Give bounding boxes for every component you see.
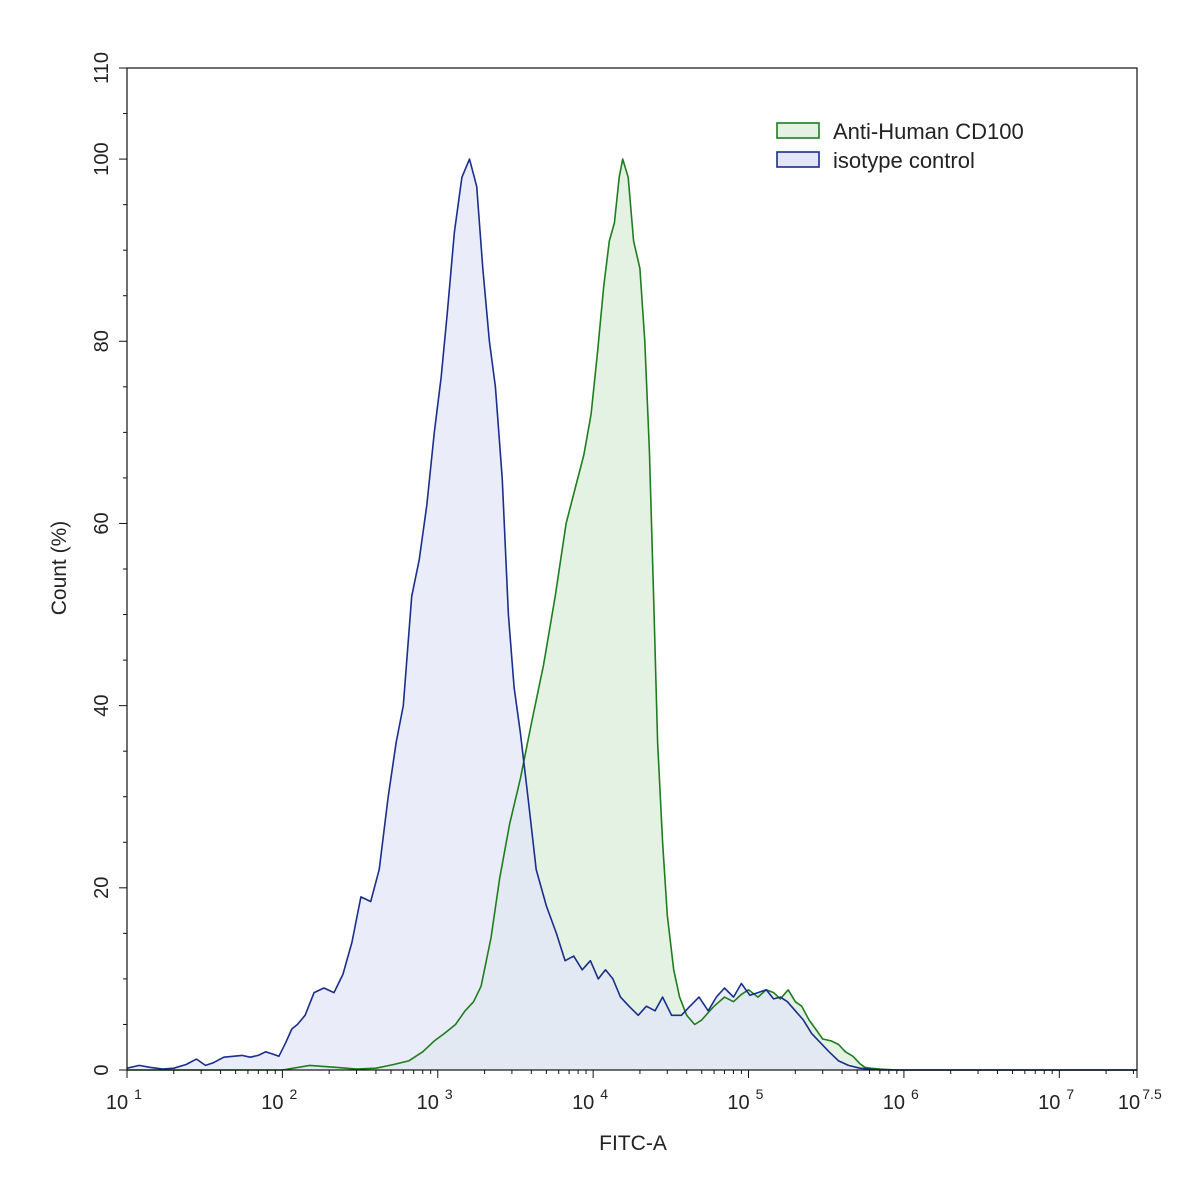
- legend: Anti-Human CD100 isotype control: [776, 119, 1024, 173]
- x-tick-exponent: 7: [1066, 1086, 1074, 1102]
- y-tick-label: 60: [91, 512, 113, 534]
- series-1-area: [127, 159, 1137, 1071]
- x-tick-exponent: 4: [600, 1086, 608, 1102]
- x-tick-exponent: 6: [911, 1086, 919, 1102]
- x-tick-label: 10: [572, 1092, 594, 1114]
- legend-label: isotype control: [833, 148, 975, 173]
- x-tick-label: 10: [1038, 1092, 1060, 1114]
- x-tick-label: 10: [883, 1092, 905, 1114]
- y-tick-label: 110: [91, 52, 113, 84]
- x-tick-label: 10: [261, 1092, 283, 1114]
- legend-swatch: [776, 151, 820, 168]
- plot-area: [126, 158, 1137, 1071]
- x-tick-exponent: 2: [290, 1086, 298, 1102]
- series-2-line: [126, 158, 1137, 1071]
- y-tick-label: 100: [91, 142, 113, 175]
- y-tick-label: 0: [91, 1064, 113, 1075]
- x-tick-label: 10: [106, 1092, 128, 1114]
- x-tick-label: 10: [1118, 1092, 1140, 1114]
- series-1-line: [127, 158, 1137, 1071]
- legend-swatch: [776, 122, 820, 139]
- y-axis-title: Count (%): [48, 521, 71, 616]
- x-axis-title: FITC-A: [599, 1132, 667, 1155]
- legend-label: Anti-Human CD100: [833, 119, 1024, 144]
- x-tick-exponent: 5: [756, 1086, 764, 1102]
- y-tick-label: 20: [91, 877, 113, 899]
- y-tick-label: 80: [91, 330, 113, 352]
- x-tick-label: 10: [417, 1092, 439, 1114]
- y-tick-label: 40: [91, 694, 113, 716]
- x-tick-exponent: 1: [134, 1086, 142, 1102]
- x-tick-label: 10: [727, 1092, 749, 1114]
- x-tick-exponent: 3: [445, 1086, 453, 1102]
- x-tick-exponent: 7.5: [1142, 1086, 1162, 1102]
